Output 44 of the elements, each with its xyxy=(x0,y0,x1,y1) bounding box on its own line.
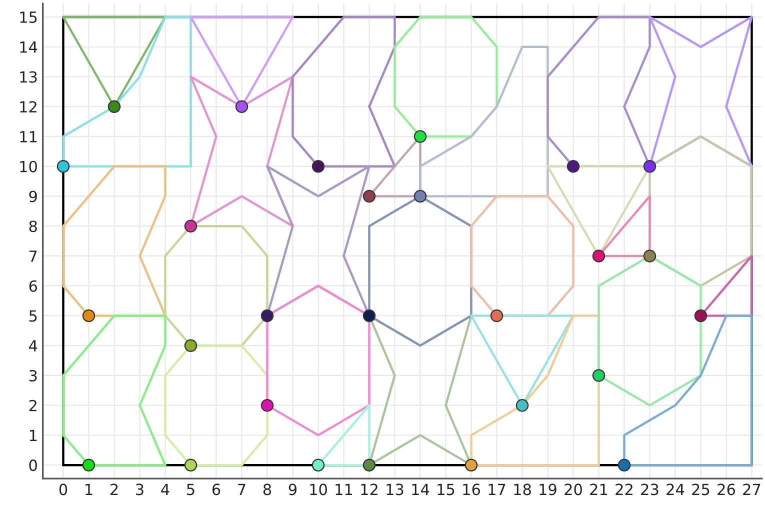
y-tick-label: 15 xyxy=(20,12,37,24)
x-tick-label: 14 xyxy=(412,484,430,496)
x-tick-label: 7 xyxy=(238,484,246,496)
x-tick-label: 3 xyxy=(136,484,144,496)
y-tick-label: 12 xyxy=(20,101,36,112)
x-tick-label: 8 xyxy=(263,484,272,496)
x-tick-label: 15 xyxy=(438,484,454,496)
y-tick-label: 1 xyxy=(30,430,37,442)
x-tick-label: 21 xyxy=(590,484,608,496)
y-tick-label: 9 xyxy=(29,190,37,202)
x-tick-label: 12 xyxy=(361,484,378,496)
x-tick-label: 10 xyxy=(310,484,327,496)
x-tick-label: 5 xyxy=(187,484,194,496)
y-tick-label: 3 xyxy=(29,370,37,382)
x-tick-label: 0 xyxy=(59,484,68,496)
x-tick-label: 1 xyxy=(86,484,92,496)
x-tick-label: 2 xyxy=(110,484,118,496)
y-tick-label: 10 xyxy=(20,160,37,172)
x-tick-label: 24 xyxy=(666,484,684,496)
x-tick-label: 13 xyxy=(386,484,404,496)
x-tick-label: 17 xyxy=(488,484,506,496)
x-tick-label: 9 xyxy=(288,484,297,496)
y-tick-label: 11 xyxy=(20,131,37,142)
y-tick-label: 4 xyxy=(29,340,38,352)
x-tick-label: 16 xyxy=(463,484,480,496)
x-tick-label: 18 xyxy=(514,484,531,496)
y-tick-label: 5 xyxy=(29,310,37,322)
x-tick-label: 25 xyxy=(692,484,710,496)
y-tick-label: 6 xyxy=(29,280,38,292)
y-tick-label: 14 xyxy=(20,42,38,53)
x-tick-label: 19 xyxy=(540,484,556,496)
y-tick-label: 7 xyxy=(30,250,37,262)
x-tick-label: 4 xyxy=(161,484,170,496)
x-tick-label: 27 xyxy=(743,484,760,496)
x-tick-label: 26 xyxy=(718,484,735,496)
y-tick-label: 8 xyxy=(29,220,37,232)
x-tick-label: 23 xyxy=(641,484,658,496)
y-tick-label: 0 xyxy=(29,460,37,472)
x-tick-label: 20 xyxy=(564,484,582,496)
x-tick-label: 11 xyxy=(336,484,352,496)
x-tick-label: 6 xyxy=(212,484,220,496)
y-tick-label: 2 xyxy=(29,400,36,412)
y-tick-label: 13 xyxy=(20,71,37,83)
x-tick-label: 22 xyxy=(616,484,632,496)
